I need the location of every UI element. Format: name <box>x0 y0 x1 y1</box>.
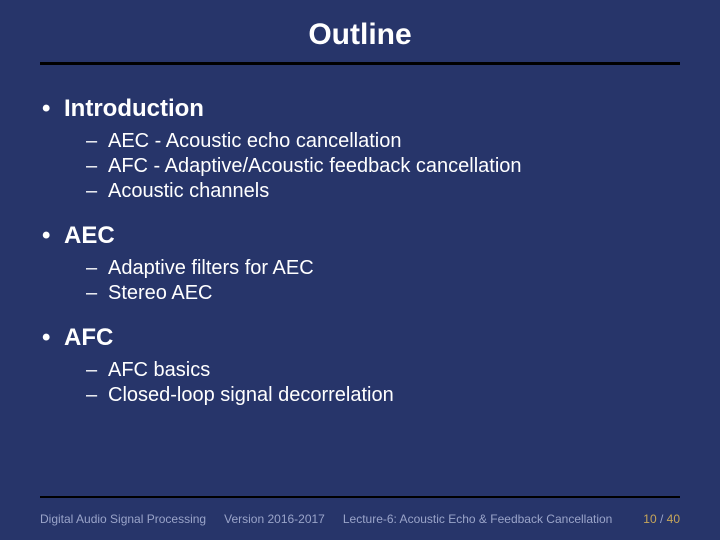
list-item: – Adaptive filters for AEC <box>86 256 680 281</box>
section-head: • AFC <box>42 324 680 352</box>
section-introduction: • Introduction – AEC - Acoustic echo can… <box>42 95 680 204</box>
subitems: – Adaptive filters for AEC – Stereo AEC <box>42 256 680 306</box>
section-afc: • AFC – AFC basics – Closed-loop signal … <box>42 324 680 408</box>
dash-icon: – <box>86 154 108 179</box>
subitem-text: Stereo AEC <box>108 281 213 306</box>
page-total: 40 <box>667 512 680 526</box>
dash-icon: – <box>86 179 108 204</box>
list-item: – Stereo AEC <box>86 281 680 306</box>
section-label: AEC <box>64 222 115 250</box>
list-item: – AEC - Acoustic echo cancellation <box>86 129 680 154</box>
footer-course: Digital Audio Signal Processing <box>40 512 206 526</box>
dash-icon: – <box>86 383 108 408</box>
bullet-icon: • <box>42 324 64 352</box>
section-head: • AEC <box>42 222 680 250</box>
footer: Digital Audio Signal Processing Version … <box>40 512 680 526</box>
slide: Outline • Introduction – AEC - Acoustic … <box>0 0 720 540</box>
section-aec: • AEC – Adaptive filters for AEC – Stere… <box>42 222 680 306</box>
dash-icon: – <box>86 281 108 306</box>
subitems: – AEC - Acoustic echo cancellation – AFC… <box>42 129 680 204</box>
title-rule <box>40 62 680 65</box>
list-item: – Acoustic channels <box>86 179 680 204</box>
subitem-text: AFC - Adaptive/Acoustic feedback cancell… <box>108 154 522 179</box>
footer-rule <box>40 496 680 498</box>
section-head: • Introduction <box>42 95 680 123</box>
subitem-text: Adaptive filters for AEC <box>108 256 314 281</box>
section-label: AFC <box>64 324 113 352</box>
section-label: Introduction <box>64 95 204 123</box>
subitem-text: Acoustic channels <box>108 179 269 204</box>
subitem-text: Closed-loop signal decorrelation <box>108 383 394 408</box>
page-number: 10 / 40 <box>643 512 680 526</box>
subitems: – AFC basics – Closed-loop signal decorr… <box>42 358 680 408</box>
subitem-text: AEC - Acoustic echo cancellation <box>108 129 402 154</box>
list-item: – Closed-loop signal decorrelation <box>86 383 680 408</box>
bullet-icon: • <box>42 222 64 250</box>
slide-title: Outline <box>40 18 680 62</box>
dash-icon: – <box>86 256 108 281</box>
list-item: – AFC - Adaptive/Acoustic feedback cance… <box>86 154 680 179</box>
footer-lecture: Lecture-6: Acoustic Echo & Feedback Canc… <box>343 512 612 526</box>
dash-icon: – <box>86 129 108 154</box>
outline-content: • Introduction – AEC - Acoustic echo can… <box>40 95 680 408</box>
page-current: 10 <box>643 512 656 526</box>
bullet-icon: • <box>42 95 64 123</box>
dash-icon: – <box>86 358 108 383</box>
footer-version: Version 2016-2017 <box>224 512 325 526</box>
page-sep: / <box>657 512 667 526</box>
list-item: – AFC basics <box>86 358 680 383</box>
subitem-text: AFC basics <box>108 358 210 383</box>
